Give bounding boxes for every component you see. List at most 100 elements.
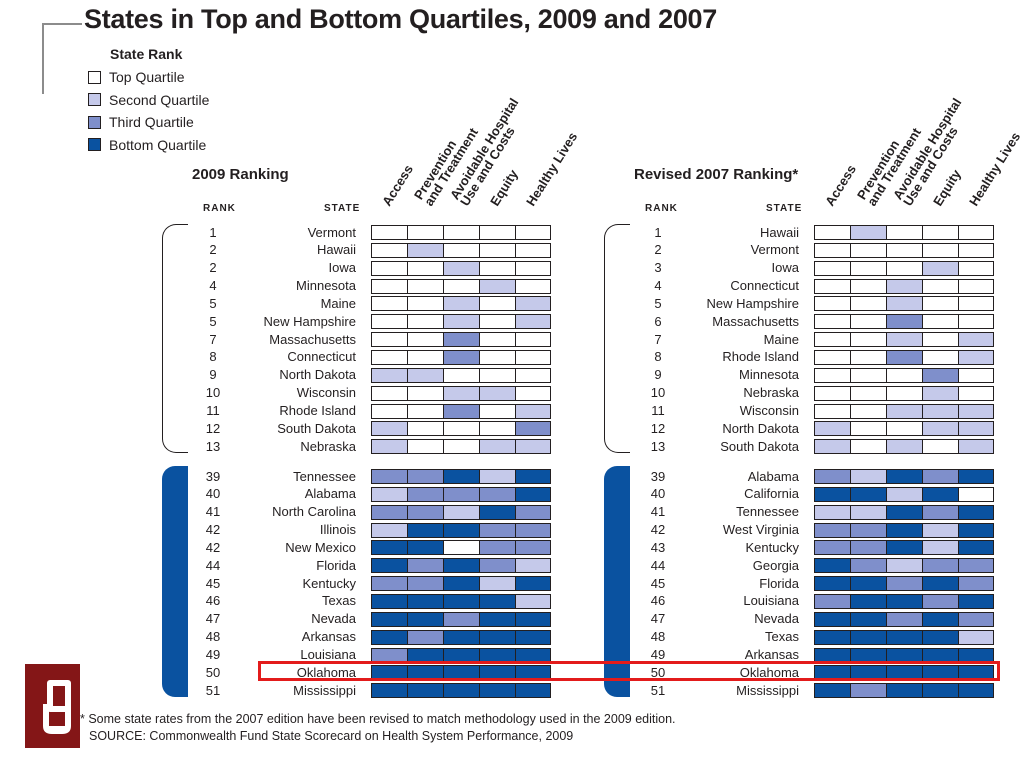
quartile-cell <box>479 421 516 437</box>
rank-value: 51 <box>205 682 221 698</box>
quartile-cell <box>479 367 516 383</box>
quartile-cell <box>886 683 923 699</box>
rank-value: 13 <box>650 438 666 454</box>
quartile-cell <box>371 683 408 699</box>
quartile-cell <box>443 349 480 365</box>
quartile-cell <box>371 260 408 276</box>
quartile-cell <box>515 522 551 538</box>
quartile-cell <box>407 314 444 330</box>
quartile-cell <box>886 486 923 502</box>
quartile-cell <box>479 349 516 365</box>
quartile-cell <box>443 593 480 609</box>
quartile-cell <box>515 225 551 240</box>
bottom-quartile-bar <box>604 466 630 697</box>
state-name: New Mexico <box>285 539 356 555</box>
quartile-cell <box>479 540 516 556</box>
rank-value: 50 <box>205 664 221 680</box>
rank-value: 8 <box>209 349 217 365</box>
quartile-cell <box>814 504 851 520</box>
quartile-cell <box>479 403 516 419</box>
quartile-cell <box>407 278 444 294</box>
quartile-cell <box>443 332 480 348</box>
state-name: Oklahoma <box>296 664 356 680</box>
state-name: Mississippi <box>736 682 799 698</box>
quartile-cell <box>814 403 851 419</box>
quartile-cell <box>479 242 516 258</box>
state-header-2009: STATE <box>324 203 361 214</box>
quartile-cell <box>443 403 480 419</box>
state-name: South Dakota <box>720 438 799 454</box>
quartile-cell <box>407 367 444 383</box>
quartile-cell <box>886 403 923 419</box>
rank-value: 11 <box>651 403 665 418</box>
legend-item: Bottom Quartile <box>88 136 206 154</box>
legend-swatch <box>88 70 101 84</box>
metric-header: Access <box>822 162 859 209</box>
quartile-cell <box>443 278 480 294</box>
quartile-cell <box>479 439 516 455</box>
quartile-cell <box>850 504 887 520</box>
rank-value: 7 <box>209 331 217 347</box>
rank-value: 42 <box>205 539 221 555</box>
quartile-cell <box>850 314 887 330</box>
quartile-cell <box>922 593 959 609</box>
quartile-cell <box>886 421 923 437</box>
quartile-cell <box>922 242 959 258</box>
state-name: Maine <box>763 331 799 347</box>
quartile-cell <box>479 611 516 627</box>
state-name: Tennessee <box>293 468 356 484</box>
quartile-cell <box>922 314 959 330</box>
quartile-cell <box>479 469 516 484</box>
rank-value: 2 <box>209 260 217 276</box>
quartile-cell <box>886 385 923 401</box>
quartile-cell <box>922 576 959 592</box>
quartile-cell <box>515 439 551 455</box>
quartile-cell <box>922 439 959 455</box>
quartile-cell <box>371 504 408 520</box>
rank-header-2009: RANK <box>203 203 236 214</box>
quartile-cell <box>515 314 551 330</box>
quartile-cell <box>850 593 887 609</box>
quartile-cell <box>479 683 516 699</box>
quartile-cell <box>958 225 994 240</box>
rank-value: 49 <box>205 647 221 662</box>
quartile-cell <box>850 611 887 627</box>
quartile-cell <box>407 469 444 484</box>
rank-value: 6 <box>654 313 662 329</box>
state-name: Massachusetts <box>269 331 356 347</box>
source-note: SOURCE: Commonwealth Fund State Scorecar… <box>89 729 574 743</box>
quartile-cell <box>958 278 994 294</box>
quartile-cell <box>850 367 887 383</box>
state-name: Georgia <box>752 557 799 573</box>
quartile-cell <box>515 367 551 383</box>
quartile-cell <box>479 385 516 401</box>
quartile-cell <box>886 242 923 258</box>
quartile-cell <box>443 576 480 592</box>
quartile-cell <box>515 242 551 258</box>
quartile-cell <box>371 576 408 592</box>
quartile-cell <box>371 403 408 419</box>
quartile-cell <box>814 225 851 240</box>
rank-value: 48 <box>205 629 221 645</box>
quartile-cell <box>443 683 480 699</box>
quartile-cell <box>922 540 959 556</box>
quartile-cell <box>886 504 923 520</box>
legend-title: State Rank <box>110 46 183 62</box>
metric-header: Equity <box>487 167 521 209</box>
rank-value: 39 <box>205 468 221 484</box>
rank-header-2007: RANK <box>645 203 678 214</box>
quartile-cell <box>515 385 551 401</box>
quartile-cell <box>886 593 923 609</box>
quartile-cell <box>371 332 408 348</box>
state-name: Minnesota <box>739 367 799 383</box>
quartile-cell <box>814 629 851 645</box>
rank-value: 2 <box>209 242 217 258</box>
rank-value: 5 <box>209 313 217 329</box>
quartile-cell <box>886 278 923 294</box>
quartile-cell <box>814 278 851 294</box>
quartile-cell <box>886 314 923 330</box>
quartile-cell <box>958 314 994 330</box>
footnote: * Some state rates from the 2007 edition… <box>80 712 676 726</box>
rank-value: 4 <box>654 278 662 294</box>
state-name: North Carolina <box>272 504 356 520</box>
